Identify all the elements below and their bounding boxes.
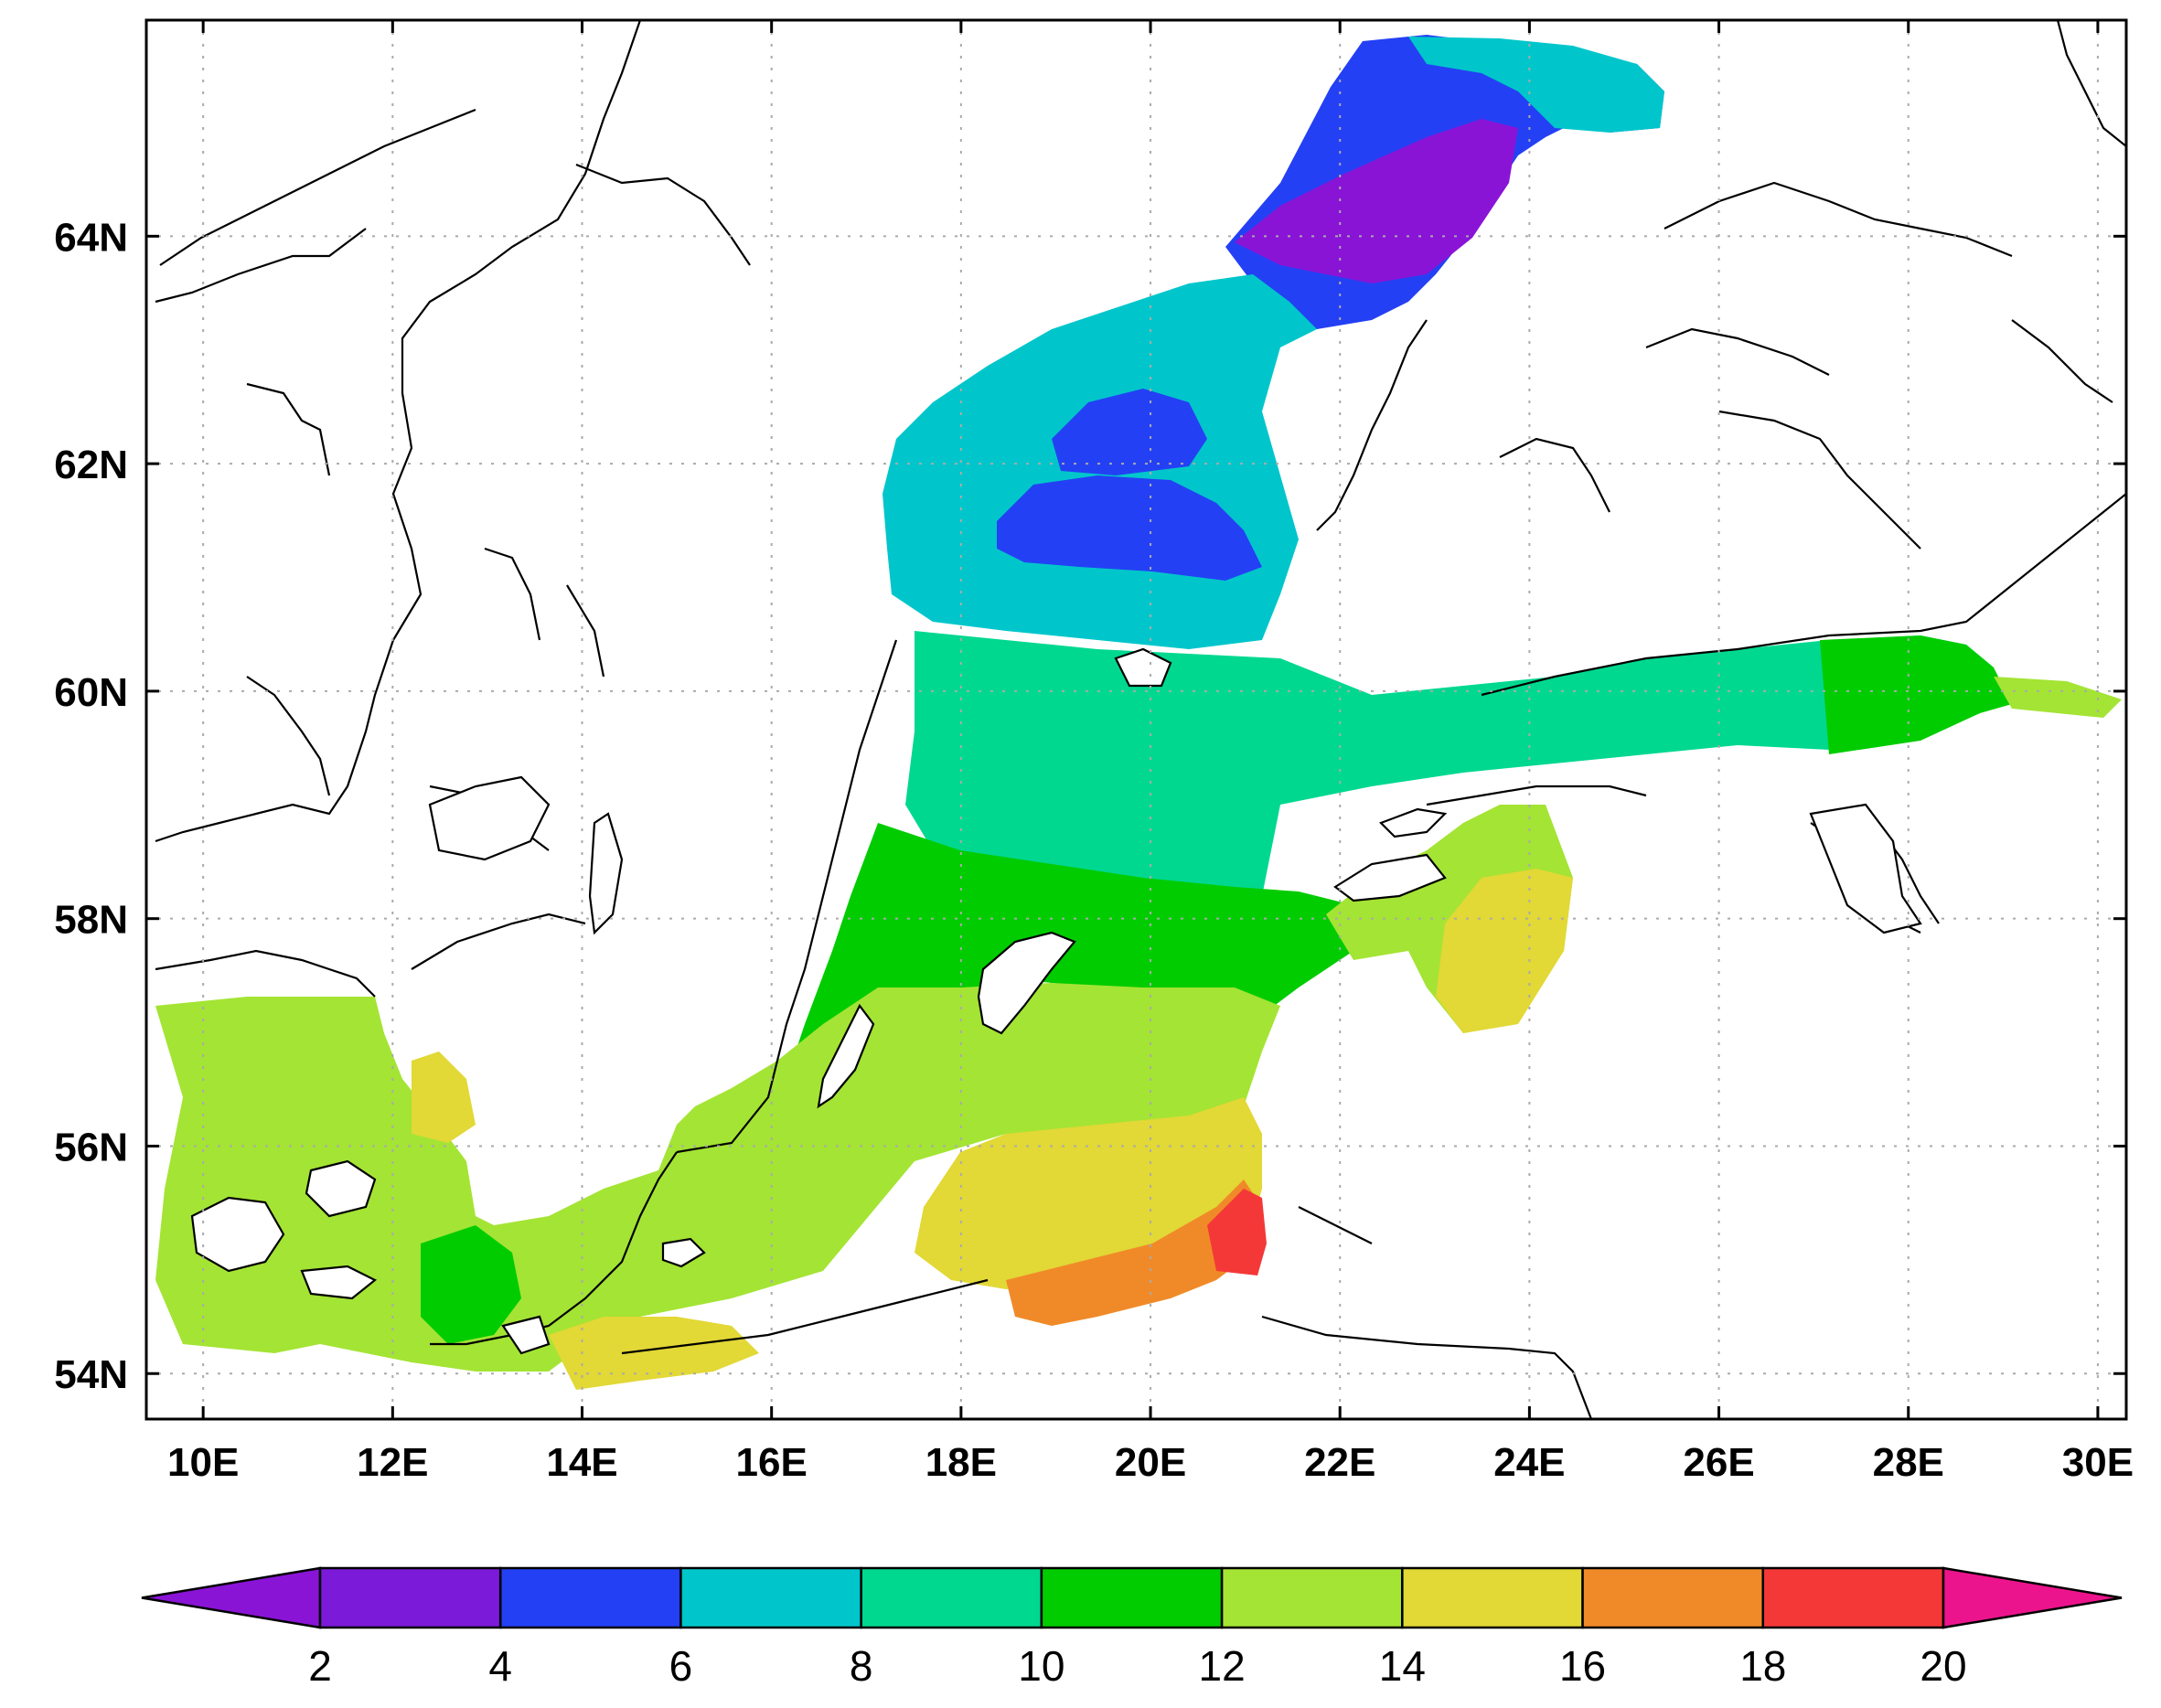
y-tick-label: 54N bbox=[54, 1352, 128, 1397]
x-tick-label: 26E bbox=[1683, 1440, 1754, 1485]
y-tick-label: 60N bbox=[54, 670, 128, 715]
colorbar-segment bbox=[1040, 1566, 1224, 1629]
region-gulf-of-finland bbox=[905, 631, 1994, 896]
island-bornholm bbox=[661, 1237, 706, 1268]
region-central-baltic bbox=[677, 823, 1353, 1262]
region-bothnian-bay-north-cyan bbox=[1408, 37, 1664, 133]
island-saaremaa bbox=[1333, 853, 1447, 902]
colorbar-under-triangle bbox=[141, 1566, 322, 1629]
sea-fields bbox=[155, 35, 2122, 1390]
colorbar-segment bbox=[1761, 1566, 1945, 1629]
colorbar-label: 8 bbox=[850, 1642, 873, 1690]
y-axis: 54N 56N 58N 60N 62N 64N bbox=[54, 215, 2126, 1397]
colorbar-segment bbox=[318, 1566, 502, 1629]
region-danish-straits-yellow bbox=[412, 1051, 476, 1143]
region-pomeranian-yellow bbox=[549, 1317, 759, 1390]
island-hiiumaa bbox=[1379, 807, 1448, 838]
y-tick-label: 58N bbox=[54, 898, 128, 943]
region-gulf-of-riga-inner bbox=[1436, 869, 1573, 1033]
x-tick-label: 10E bbox=[167, 1440, 239, 1485]
colorbar-segment bbox=[1581, 1566, 1765, 1629]
colorbar-label: 6 bbox=[669, 1642, 693, 1690]
region-bothnian-bay-core bbox=[1235, 119, 1518, 283]
colorbar-label: 20 bbox=[1920, 1642, 1966, 1690]
y-tick-label: 64N bbox=[54, 215, 128, 260]
colorbar-label: 12 bbox=[1199, 1642, 1246, 1690]
lake-vanern bbox=[428, 775, 551, 861]
region-bothnian-sea-deep-1 bbox=[1052, 389, 1207, 475]
island-rugen bbox=[501, 1315, 551, 1355]
colorbar-segment bbox=[860, 1566, 1043, 1629]
x-tick-label: 18E bbox=[925, 1440, 997, 1485]
island-zealand bbox=[190, 1196, 285, 1273]
region-gulf-of-finland-east-tip bbox=[1994, 677, 2122, 718]
colorbar-segment bbox=[1401, 1566, 1584, 1629]
island-gotland bbox=[977, 931, 1076, 1035]
x-axis: 10E 12E 14E 16E 18E 20E 22E 24E 26E 28E 30E bbox=[167, 20, 2134, 1485]
colorbar-segment bbox=[1220, 1566, 1404, 1629]
x-tick-label: 24E bbox=[1493, 1440, 1565, 1485]
x-tick-label: 16E bbox=[736, 1440, 808, 1485]
colorbar-segment bbox=[679, 1566, 862, 1629]
region-curonian-red bbox=[1207, 1189, 1267, 1276]
lake-vattern bbox=[588, 812, 624, 935]
x-tick-label: 22E bbox=[1304, 1440, 1375, 1485]
island-lolland bbox=[300, 1265, 378, 1300]
x-tick-label: 12E bbox=[357, 1440, 428, 1485]
plot-frame bbox=[144, 18, 2128, 1421]
grid-lines bbox=[146, 20, 2126, 1419]
colorbar-label: 16 bbox=[1559, 1642, 1606, 1690]
island-aland bbox=[1114, 647, 1172, 688]
islands bbox=[190, 647, 1922, 1355]
region-gdansk-orange bbox=[1006, 1180, 1262, 1326]
colorbar-label: 10 bbox=[1018, 1642, 1064, 1690]
colorbar-label: 14 bbox=[1379, 1642, 1426, 1690]
colorbar-label: 18 bbox=[1739, 1642, 1786, 1690]
island-funen bbox=[305, 1159, 377, 1218]
region-gulf-of-finland-east bbox=[1820, 635, 2012, 754]
region-bornholm-basin bbox=[421, 1225, 521, 1344]
island-oland bbox=[817, 1003, 875, 1109]
x-tick-label: 20E bbox=[1115, 1440, 1186, 1485]
x-tick-label: 14E bbox=[546, 1440, 617, 1485]
y-tick-label: 56N bbox=[54, 1125, 128, 1169]
x-tick-label: 28E bbox=[1873, 1440, 1944, 1485]
region-bothnian-sea-deep-2 bbox=[997, 475, 1262, 581]
colorbar-label: 2 bbox=[308, 1642, 332, 1690]
lake-ladoga bbox=[1809, 803, 1922, 934]
colorbar-label: 4 bbox=[488, 1642, 512, 1690]
colorbar-over-triangle bbox=[1942, 1566, 2123, 1629]
y-tick-label: 62N bbox=[54, 443, 128, 487]
colorbar: 2 4 6 8 10 12 14 16 18 20 bbox=[141, 1566, 2123, 1690]
colorbar-segment bbox=[498, 1566, 682, 1629]
x-tick-label: 30E bbox=[2062, 1440, 2134, 1485]
